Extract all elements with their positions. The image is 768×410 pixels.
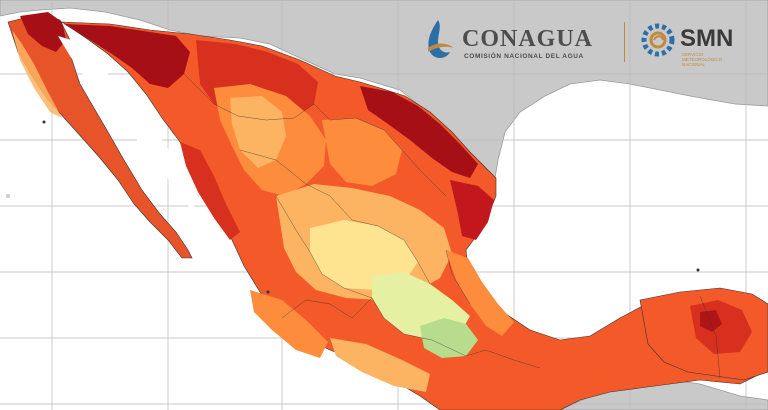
gulf-of-california — [58, 36, 198, 208]
conagua-subtitle: COMISIÓN NACIONAL DEL AGUA — [464, 51, 584, 60]
gear-icon — [641, 23, 675, 57]
baja-north-hot-zone — [20, 12, 66, 52]
logo-divider — [624, 22, 625, 62]
veracruz-warm-zone — [446, 250, 514, 336]
island — [266, 290, 270, 294]
water-wave-icon — [428, 43, 454, 52]
sinaloa-hot-zone — [180, 142, 240, 240]
northeast-extreme-zone — [360, 86, 478, 178]
oaxaca-hot-zone — [440, 360, 560, 404]
smn-subtitle-line-2: METEOROLÓGICO — [682, 56, 723, 62]
smn-wordmark: SMN — [680, 25, 733, 52]
sonora-extreme-zone — [64, 24, 190, 88]
guerrero-mild-zone — [330, 338, 430, 392]
island — [696, 268, 700, 272]
yucatan-core-zone — [700, 310, 722, 332]
durango-cool-zone — [230, 96, 286, 168]
baja-coastal-mild-zone — [12, 30, 62, 118]
smn-subtitle-line-1: SERVICIO — [682, 52, 704, 57]
state-borders — [183, 73, 721, 379]
central-valley-coolest-zone — [420, 318, 478, 358]
island — [6, 194, 10, 198]
coahuila-warm-zone — [322, 118, 402, 186]
bajio-cool-zone — [310, 220, 418, 290]
baja-california — [7, 13, 193, 259]
conagua-wordmark: CONAGUA — [462, 26, 593, 52]
logos-banner: CONAGUA COMISIÓN NACIONAL DEL AGUA SMN S… — [424, 14, 764, 70]
conagua-logo: CONAGUA COMISIÓN NACIONAL DEL AGUA — [428, 20, 593, 60]
water-drop-icon — [428, 20, 450, 58]
jalisco-warm-zone — [250, 290, 328, 358]
tamaulipas-extreme-zone — [450, 180, 494, 240]
island — [42, 120, 46, 124]
smn-subtitle-line-3: NACIONAL — [682, 62, 706, 67]
smn-logo: SMN SERVICIO METEOROLÓGICO NACIONAL — [641, 23, 733, 67]
